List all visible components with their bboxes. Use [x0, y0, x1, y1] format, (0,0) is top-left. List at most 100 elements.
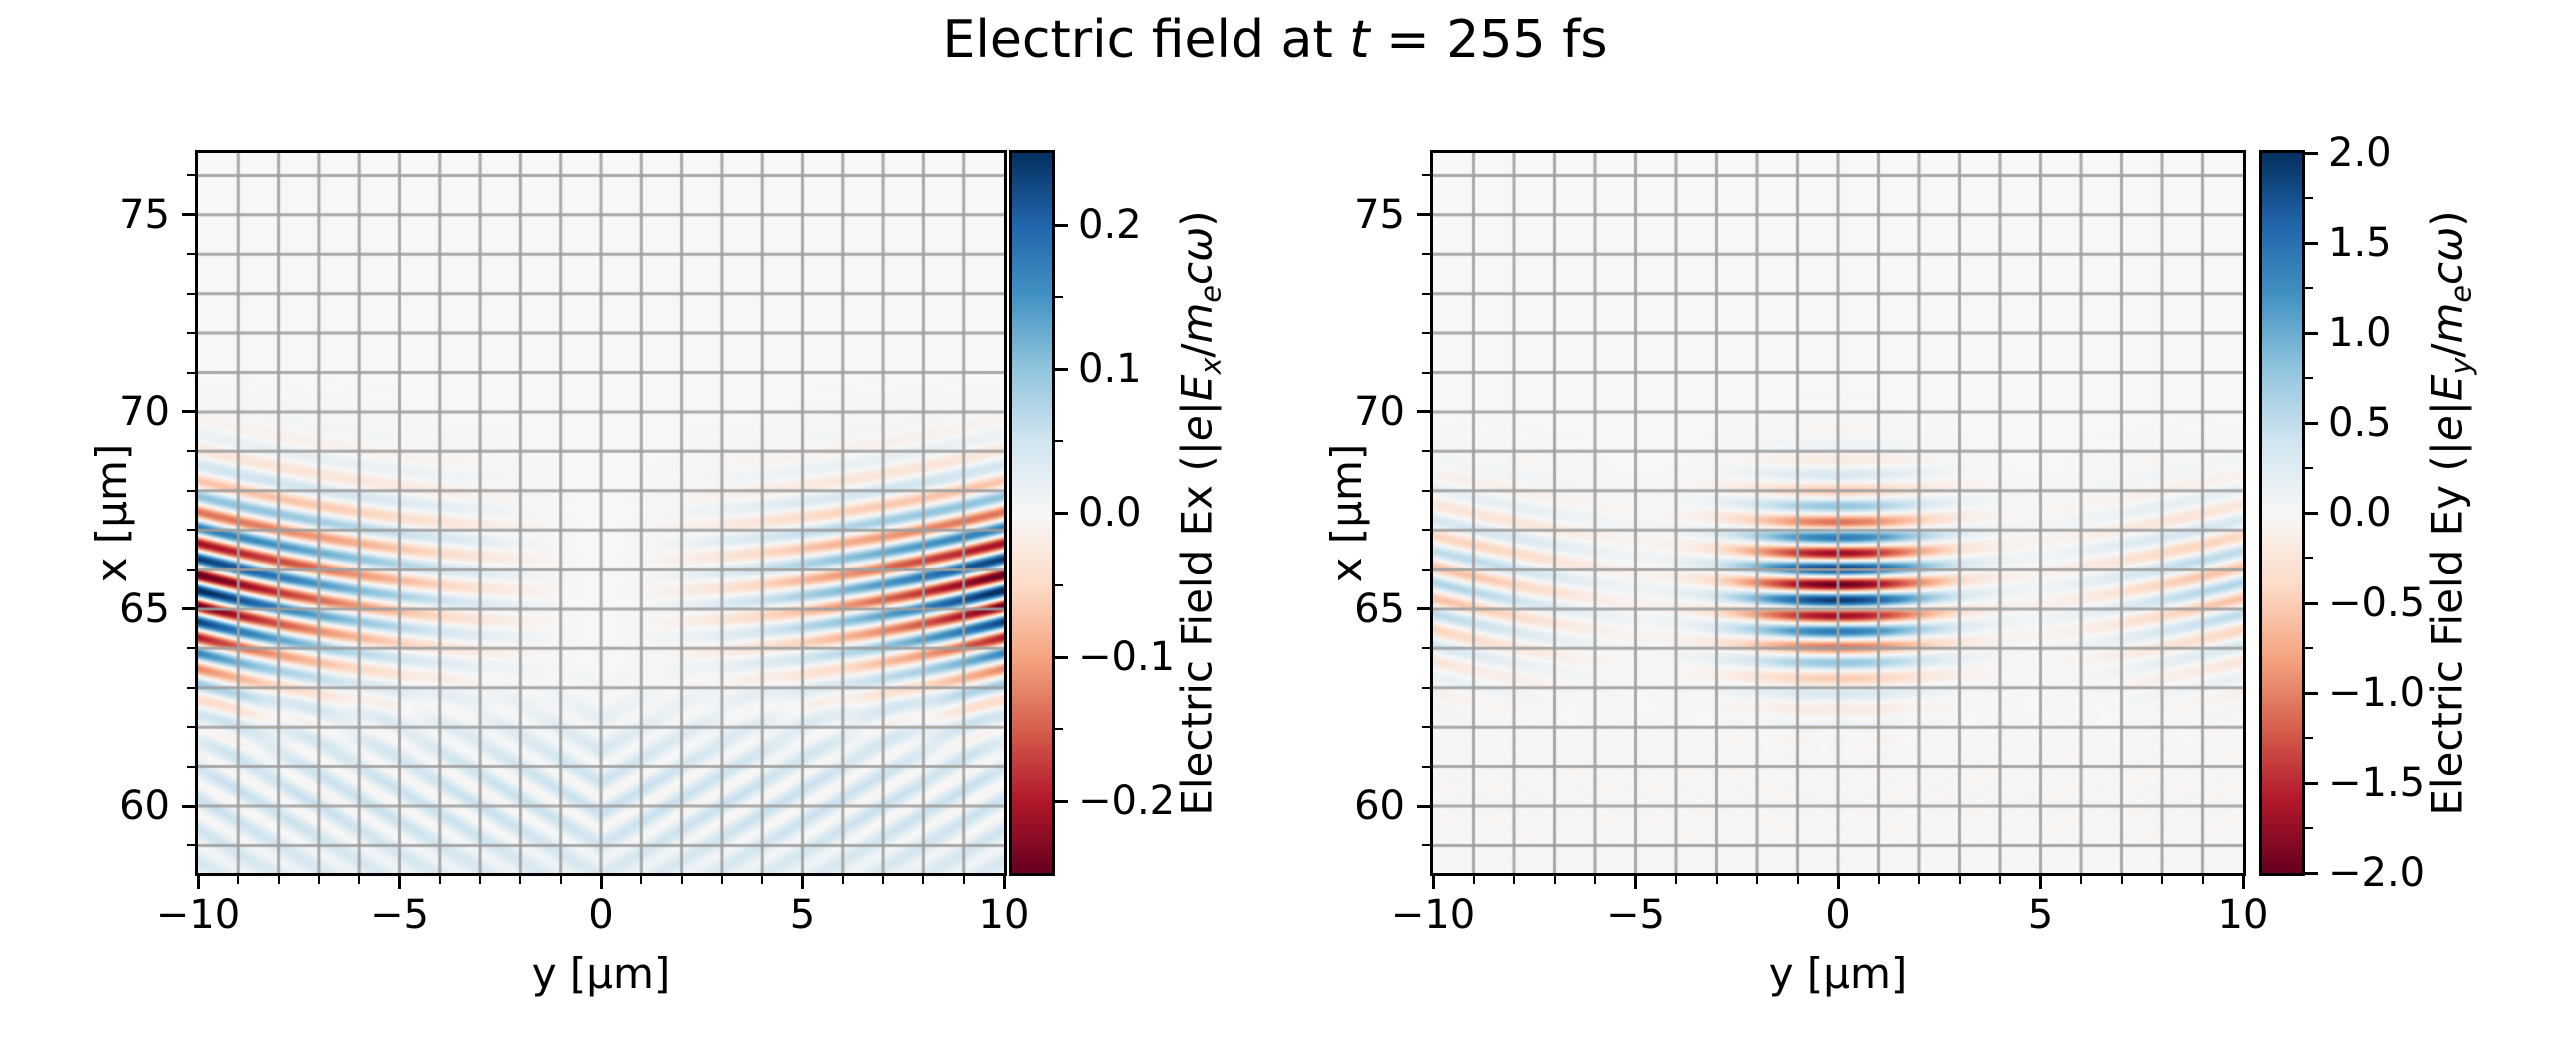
x-tick-label: −5 [1606, 892, 1665, 938]
x-tick-label: 5 [789, 892, 816, 938]
y-minor-tick [187, 844, 195, 847]
colorbar-major-tick [2305, 511, 2318, 515]
y-minor-tick [1422, 686, 1430, 689]
x-tick-label: 5 [2027, 892, 2054, 938]
x-minor-tick [1958, 876, 1961, 884]
colorbar-tick-label: 2.0 [2328, 130, 2392, 176]
y-tick-label: 75 [119, 191, 170, 238]
x-major-tick [1836, 876, 1840, 889]
y-major-tick [1417, 410, 1430, 414]
colorbar-minor-tick [2305, 557, 2313, 559]
colorbar-tick-label: 0.2 [1078, 202, 1142, 248]
x-minor-tick [1877, 876, 1880, 884]
y-minor-tick [1422, 174, 1430, 177]
colorbar-minor-tick [1055, 728, 1063, 730]
y-minor-tick [187, 489, 195, 492]
colorbar-major-tick [2305, 151, 2318, 155]
y-major-tick [182, 213, 195, 217]
ex-field-heatmap [198, 153, 1004, 873]
colorbar-tick-label: −1.0 [2328, 670, 2426, 716]
y-major-tick [1417, 213, 1430, 217]
x-minor-tick [1999, 876, 2001, 884]
x-major-tick [1634, 876, 1637, 889]
x-minor-tick [277, 876, 280, 884]
colorbar-tick-label: −0.5 [2328, 580, 2426, 626]
y-minor-tick [1422, 844, 1430, 847]
colorbar-major-tick [2305, 691, 2318, 695]
colorbar-tick-label: 0.5 [2328, 400, 2392, 446]
y-tick-label: 60 [119, 783, 170, 829]
colorbar-major-tick [2305, 421, 2318, 425]
x-minor-tick [1796, 876, 1799, 884]
ex-cb-label-e: e [1172, 415, 1222, 442]
x-tick-label: 0 [588, 892, 614, 938]
colorbar-minor-tick [1055, 584, 1063, 586]
y-minor-tick [1422, 726, 1430, 729]
colorbar-tick-label: −1.5 [2328, 760, 2426, 806]
ey-colorbar-gradient [2262, 153, 2302, 873]
y-minor-tick [187, 686, 195, 689]
x-minor-tick [761, 876, 764, 884]
x-major-tick [801, 876, 804, 889]
colorbar-minor-tick [2305, 827, 2313, 829]
x-minor-tick [519, 876, 522, 884]
ex-cb-label-m: m [1172, 302, 1222, 344]
x-minor-tick [559, 876, 562, 884]
y-minor-tick [187, 529, 195, 532]
y-tick-label: 75 [1354, 191, 1405, 238]
y-major-tick [1417, 804, 1430, 808]
y-tick-label: 70 [1354, 388, 1405, 435]
x-major-tick [599, 876, 603, 889]
ey-cb-label-Esub: y [2443, 357, 2478, 375]
x-minor-tick [358, 876, 361, 884]
y-major-tick [182, 607, 195, 611]
x-minor-tick [479, 876, 482, 884]
ex-cb-label-msub: e [1193, 284, 1228, 303]
colorbar-tick-label: −0.1 [1078, 634, 1176, 680]
ex-xaxis-label: y [μm] [531, 949, 671, 998]
colorbar-minor-tick [2305, 647, 2313, 649]
colorbar-minor-tick [1055, 296, 1063, 298]
y-tick-label: 60 [1354, 783, 1405, 829]
y-minor-tick [187, 332, 195, 335]
y-minor-tick [1422, 765, 1430, 768]
colorbar-tick-label: −0.2 [1078, 778, 1176, 824]
y-minor-tick [1422, 568, 1430, 571]
y-tick-label: 65 [1354, 585, 1405, 632]
colorbar-major-tick [2305, 241, 2318, 245]
y-minor-tick [187, 371, 195, 374]
x-minor-tick [1715, 876, 1718, 884]
ey-cb-label-msub: e [2443, 284, 2478, 303]
ex-cb-label-bar: | [1172, 401, 1222, 416]
y-minor-tick [1422, 371, 1430, 374]
colorbar-minor-tick [2305, 377, 2313, 379]
x-minor-tick [1594, 876, 1596, 884]
x-tick-label: 0 [1825, 892, 1851, 938]
y-minor-tick [1422, 332, 1430, 335]
colorbar-tick-label: 1.5 [2328, 220, 2392, 266]
x-minor-tick [2120, 876, 2123, 884]
colorbar-major-tick [2305, 331, 2318, 335]
x-tick-label: −5 [370, 892, 429, 938]
colorbar-major-tick [2305, 781, 2318, 785]
ex-colorbar-gradient [1012, 153, 1052, 873]
y-minor-tick [187, 253, 195, 256]
title-variable-t: t [1349, 10, 1370, 70]
x-minor-tick [317, 876, 320, 884]
y-major-tick [182, 804, 195, 808]
colorbar-major-tick [1055, 511, 1068, 515]
y-major-tick [182, 410, 195, 414]
colorbar-tick-label: −2.0 [2328, 850, 2426, 896]
x-minor-tick [1756, 876, 1758, 884]
title-text: Electric field at [942, 10, 1350, 70]
colorbar-major-tick [2305, 601, 2318, 605]
ey-xaxis-label: y [μm] [1768, 949, 1908, 998]
colorbar-minor-tick [2305, 737, 2313, 739]
figure-title: Electric field at t = 255 fs [0, 10, 2550, 70]
colorbar-tick-label: 0.0 [2328, 490, 2392, 536]
y-minor-tick [1422, 529, 1430, 532]
colorbar-minor-tick [1055, 440, 1063, 442]
x-minor-tick [882, 876, 885, 884]
x-minor-tick [2201, 876, 2204, 884]
